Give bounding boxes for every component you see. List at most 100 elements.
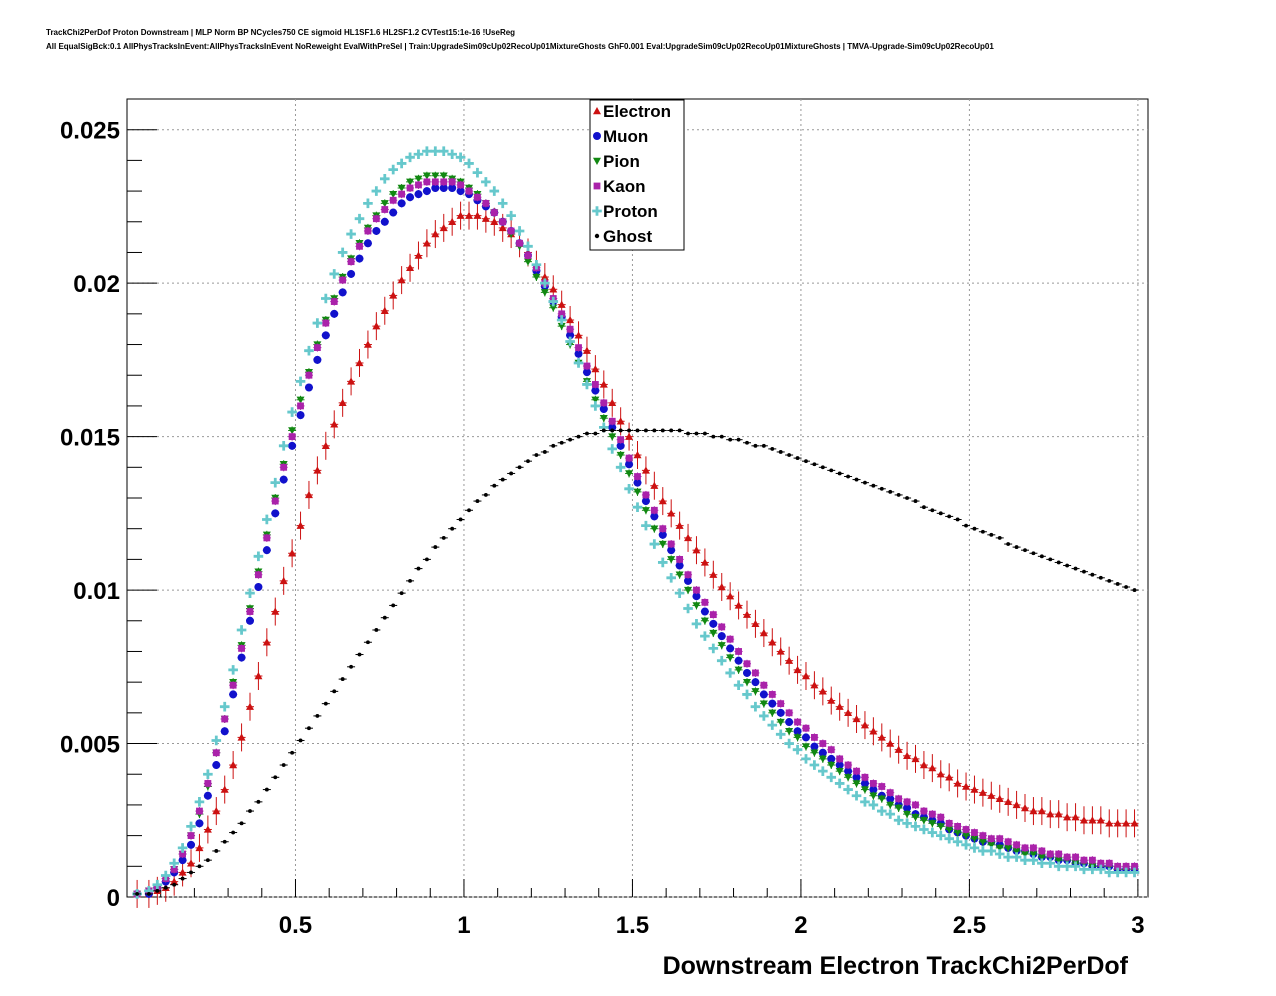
data-point bbox=[702, 431, 707, 436]
data-point bbox=[852, 773, 861, 782]
legend-marker-proton bbox=[592, 206, 602, 216]
x-tick-label: 3 bbox=[1131, 912, 1144, 939]
legend-label-ghost: Ghost bbox=[603, 227, 652, 246]
data-point bbox=[422, 172, 431, 180]
data-point bbox=[886, 789, 894, 797]
data-point bbox=[523, 258, 532, 266]
data-point bbox=[179, 850, 186, 858]
data-point bbox=[945, 773, 954, 781]
data-point bbox=[902, 818, 912, 829]
data-point bbox=[557, 300, 566, 308]
data-point bbox=[1014, 545, 1019, 550]
data-point bbox=[608, 398, 617, 407]
data-point bbox=[827, 754, 836, 763]
data-point bbox=[945, 826, 954, 834]
data-point bbox=[457, 181, 464, 189]
data-point bbox=[716, 655, 727, 666]
data-point bbox=[667, 509, 676, 517]
data-point bbox=[709, 570, 718, 578]
data-point bbox=[349, 664, 354, 669]
data-point bbox=[1129, 867, 1140, 878]
data-point bbox=[498, 223, 507, 232]
data-point bbox=[935, 830, 946, 841]
data-point bbox=[837, 471, 842, 476]
data-point bbox=[180, 876, 185, 881]
data-point bbox=[340, 677, 345, 682]
data-point bbox=[1121, 867, 1131, 878]
data-point bbox=[591, 396, 600, 404]
data-point bbox=[1063, 853, 1071, 861]
data-point bbox=[422, 239, 431, 247]
data-point bbox=[330, 420, 339, 428]
data-point bbox=[844, 761, 852, 769]
data-point bbox=[396, 158, 407, 169]
data-point bbox=[752, 669, 759, 677]
data-point bbox=[313, 466, 322, 474]
data-point bbox=[818, 687, 827, 695]
data-point bbox=[1132, 588, 1137, 593]
data-point bbox=[776, 708, 785, 717]
data-point bbox=[256, 799, 261, 804]
data-point bbox=[726, 654, 735, 662]
data-point bbox=[1054, 810, 1063, 818]
data-point bbox=[792, 744, 803, 755]
data-point bbox=[683, 603, 693, 614]
data-point bbox=[937, 813, 945, 821]
data-point bbox=[608, 433, 617, 441]
data-point bbox=[776, 718, 785, 727]
data-point bbox=[650, 481, 659, 489]
data-point bbox=[717, 583, 726, 591]
data-point bbox=[551, 443, 556, 448]
data-point bbox=[885, 809, 896, 819]
data-point bbox=[894, 804, 903, 812]
data-point bbox=[337, 247, 348, 258]
data-point bbox=[1122, 862, 1130, 870]
data-point bbox=[1048, 557, 1053, 562]
data-point bbox=[903, 798, 911, 806]
data-point bbox=[574, 349, 583, 358]
data-point bbox=[877, 795, 886, 803]
data-point bbox=[338, 398, 347, 407]
data-point bbox=[608, 423, 617, 432]
legend-label-proton: Proton bbox=[603, 202, 658, 221]
data-point bbox=[1082, 569, 1086, 574]
data-point bbox=[641, 520, 651, 531]
data-point bbox=[1023, 548, 1027, 553]
data-point bbox=[364, 227, 372, 235]
data-point bbox=[558, 310, 566, 318]
data-point bbox=[743, 678, 752, 687]
data-point bbox=[701, 598, 709, 606]
data-point bbox=[1004, 844, 1013, 852]
data-point bbox=[296, 396, 305, 404]
data-point bbox=[844, 708, 853, 717]
data-point bbox=[691, 619, 702, 629]
data-point bbox=[382, 615, 387, 620]
data-point bbox=[734, 601, 743, 609]
data-point bbox=[987, 841, 996, 849]
data-point bbox=[903, 751, 912, 760]
data-point bbox=[920, 807, 928, 815]
data-point bbox=[288, 549, 297, 557]
data-point bbox=[642, 491, 650, 499]
data-point bbox=[938, 511, 943, 516]
data-point bbox=[279, 576, 288, 585]
data-point bbox=[146, 892, 151, 896]
data-point bbox=[818, 748, 827, 757]
data-point bbox=[163, 885, 168, 890]
data-point bbox=[810, 749, 819, 757]
data-point bbox=[490, 217, 499, 225]
data-point bbox=[810, 681, 819, 689]
data-point bbox=[507, 227, 515, 235]
data-point bbox=[760, 681, 768, 689]
data-point bbox=[219, 701, 230, 712]
data-point bbox=[667, 546, 676, 555]
data-point bbox=[978, 788, 987, 796]
data-point bbox=[422, 187, 431, 196]
data-point bbox=[236, 625, 247, 635]
data-point bbox=[793, 665, 802, 674]
data-point bbox=[212, 761, 221, 770]
data-point bbox=[627, 428, 632, 433]
legend-marker-muon bbox=[593, 132, 601, 140]
data-point bbox=[700, 607, 709, 616]
data-point bbox=[532, 273, 541, 282]
